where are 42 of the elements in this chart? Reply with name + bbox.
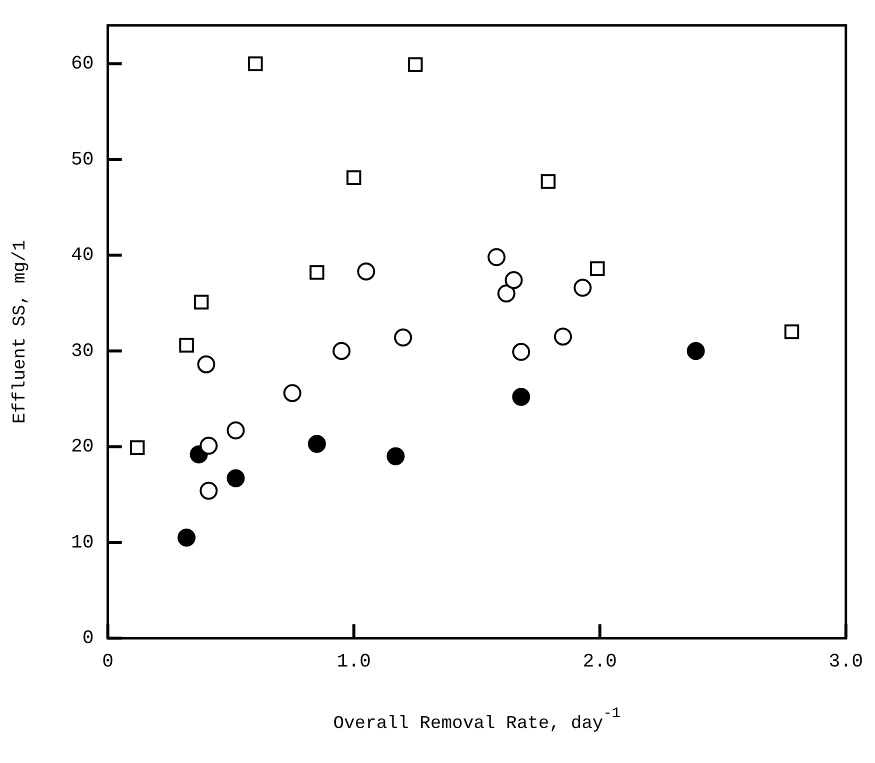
point (179, 338, 194, 353)
point (512, 388, 530, 406)
point (310, 265, 324, 280)
point (357, 262, 376, 280)
point (200, 436, 218, 455)
point (226, 421, 245, 440)
point (332, 342, 351, 360)
y-tick-label: 10 (70, 531, 94, 554)
point (283, 384, 302, 402)
point (408, 57, 423, 72)
x-tick-label: 1.0 (336, 650, 371, 673)
x-tick-label: 2.0 (582, 650, 617, 673)
point (540, 174, 556, 189)
y-tick-label: 0 (82, 627, 94, 650)
y-tick-label: 60 (70, 52, 94, 75)
point (200, 482, 218, 500)
point (178, 528, 196, 547)
point (590, 261, 605, 276)
point (226, 469, 245, 488)
point (488, 248, 506, 266)
point (130, 440, 145, 456)
y-tick-label: 20 (70, 436, 94, 458)
point (346, 170, 362, 186)
point (686, 342, 705, 360)
point (308, 434, 326, 453)
point (554, 328, 572, 346)
y-axis-title: Effluent SS, mg/1 (10, 240, 31, 424)
point (784, 324, 800, 340)
point (194, 294, 209, 310)
point (574, 278, 592, 297)
point (504, 271, 523, 290)
y-tick-label: 40 (70, 244, 94, 266)
point (394, 328, 412, 347)
point (497, 284, 516, 302)
x-tick-label: 0 (102, 650, 114, 673)
point (512, 342, 530, 361)
point (248, 56, 263, 72)
point (197, 355, 216, 374)
y-tick-label: 50 (70, 148, 94, 170)
y-tick-label: 30 (70, 340, 94, 362)
point (386, 447, 405, 466)
x-tick-label: 3.0 (828, 650, 864, 673)
